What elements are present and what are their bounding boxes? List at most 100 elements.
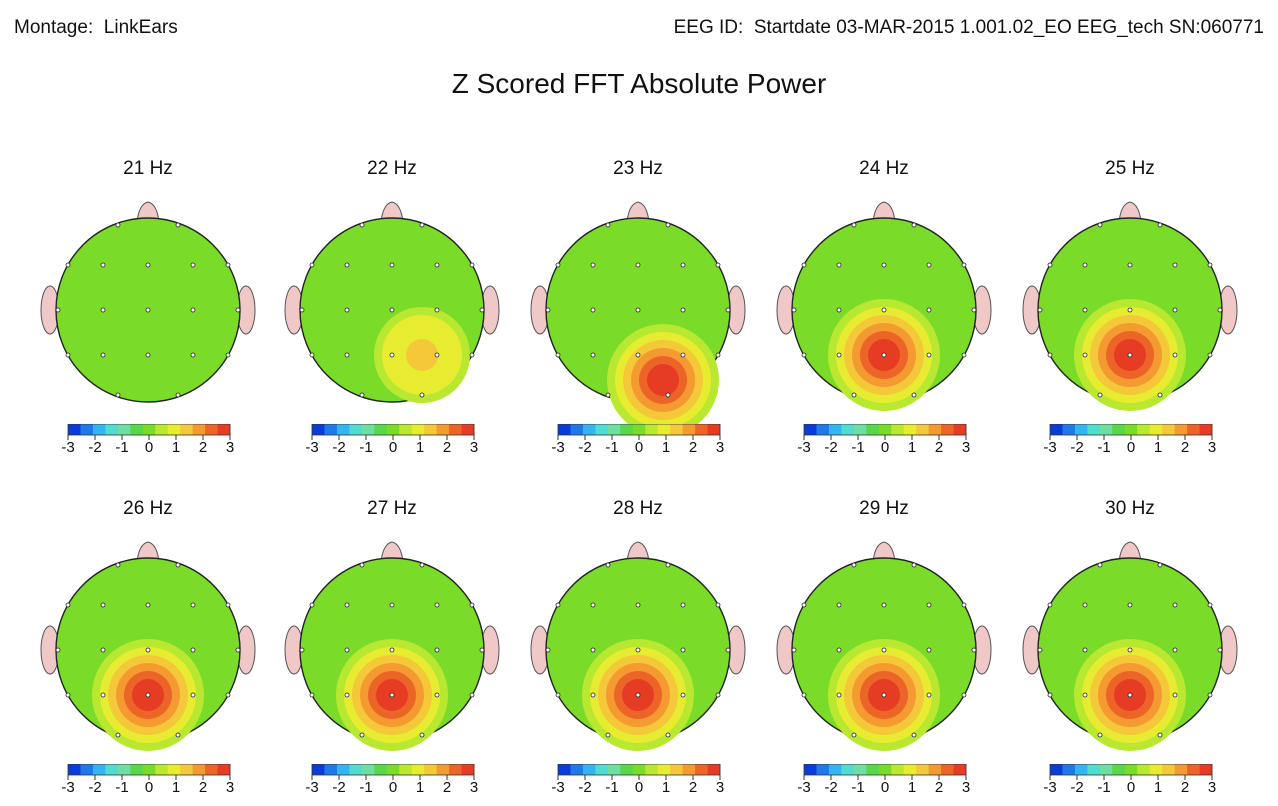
electrode-marker [1172,307,1178,313]
colorbar-swatch [436,764,450,775]
colorbar-swatch [424,764,437,775]
colorbar-swatch [682,764,696,775]
electrode-marker [389,602,395,608]
colorbar-swatch [374,424,388,435]
colorbar-swatch [217,424,231,435]
colorbar-swatch [695,424,708,435]
electrode-marker [555,262,561,268]
electrode-marker [635,262,641,268]
electrode-marker [65,602,71,608]
colorbar-swatch [180,764,193,775]
electrode-marker [665,732,671,738]
electrode-marker [545,307,551,313]
electrode-marker [175,562,181,568]
electrode-marker [1157,732,1163,738]
electrode-marker [145,692,151,698]
nose-shape [136,541,160,563]
electrode-marker [680,602,686,608]
colorbar-swatch [1162,764,1175,775]
electrode-marker [911,222,917,228]
electrode-marker [344,602,350,608]
colorbar-tick-label: -2 [88,779,102,796]
electrode-marker [434,352,440,358]
electrode-marker [801,692,807,698]
nose-shape [1118,201,1142,223]
colorbar-tick-label: 2 [688,779,698,796]
electrode-marker [926,602,932,608]
colorbar-swatch [657,424,671,435]
nose-shape [136,201,160,223]
colorbar-swatch [68,424,81,435]
electrode-marker [881,352,887,358]
eeg-id-info: EEG ID: Startdate 03-MAR-2015 1.001.02_E… [674,17,1264,39]
colorbar-swatch [916,764,929,775]
map-title: 28 Hz [613,498,663,519]
colorbar-swatch [80,424,94,435]
colorbar-swatch [130,424,144,435]
electrode-marker [1172,647,1178,653]
electrode-marker [65,352,71,358]
electrode-marker [309,262,315,268]
electrode-marker [926,307,932,313]
electrode-marker [635,602,641,608]
colorbar-swatch [866,764,880,775]
electrode-marker [1047,692,1053,698]
electrode-marker [1082,602,1088,608]
electrode-marker [389,692,395,698]
colorbar-tick-label: 0 [1126,439,1136,456]
colorbar-swatch [595,764,609,775]
colorbar-swatch [1099,764,1113,775]
electrode-marker [1047,352,1053,358]
colorbar-swatch [595,424,609,435]
colorbar-swatch [449,424,462,435]
colorbar-swatch [324,424,338,435]
colorbar-tick-label: 2 [934,779,944,796]
colorbar [311,424,475,440]
electrode-marker [680,647,686,653]
electrode-marker [725,307,731,313]
colorbar-tick-label: -2 [578,779,592,796]
colorbar-tick-label: 2 [1180,439,1190,456]
electrode-marker [1157,562,1163,568]
power-contour [647,364,679,396]
colorbar-tick-label: -2 [824,779,838,796]
electrode-marker [881,602,887,608]
colorbar-tick-label: -1 [605,779,619,796]
colorbar-tick-label: 2 [198,779,208,796]
colorbar-swatch [816,764,830,775]
electrode-marker [389,262,395,268]
electrode-marker [55,307,61,313]
colorbar-tick-label: -3 [551,439,565,456]
electrode-marker [605,732,611,738]
electrode-marker [715,352,721,358]
colorbar-swatch [92,764,106,775]
electrode-marker [1157,392,1163,398]
electrode-marker [1217,307,1223,313]
electrode-marker [635,692,641,698]
electrode-marker [635,307,641,313]
electrode-marker [344,692,350,698]
electrode-marker [836,602,842,608]
colorbar-swatch [349,764,363,775]
electrode-marker [55,647,61,653]
electrode-marker [881,262,887,268]
colorbar-swatch [941,764,954,775]
electrode-marker [961,262,967,268]
colorbar-swatch [80,764,94,775]
colorbar-swatch [312,424,325,435]
electrode-marker [590,352,596,358]
electrode-marker [665,392,671,398]
colorbar-tick-label: 0 [880,779,890,796]
colorbar [803,424,967,440]
electrode-marker [469,352,475,358]
electrode-marker [1082,692,1088,698]
colorbar-tick-label: 1 [415,439,425,456]
colorbar-swatch [461,424,475,435]
electrode-marker [680,352,686,358]
nose-shape [1118,541,1142,563]
colorbar-swatch [953,424,967,435]
colorbar-tick-label: -1 [1097,439,1111,456]
chart-title: Z Scored FFT Absolute Power [451,68,827,99]
colorbar-swatch [180,424,193,435]
colorbar-tick-label: 0 [144,439,154,456]
